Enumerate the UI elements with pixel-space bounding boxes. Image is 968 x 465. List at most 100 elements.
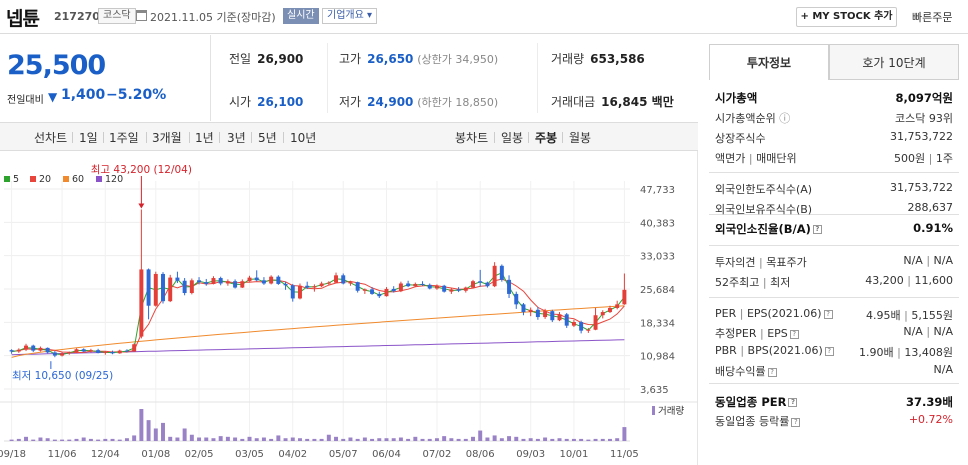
x-tick-label: 11/06 bbox=[48, 449, 77, 460]
realtime-button[interactable]: 실시간 bbox=[283, 8, 319, 24]
candle bbox=[521, 304, 526, 313]
volume-bar bbox=[355, 438, 360, 441]
volume-bar bbox=[341, 438, 346, 441]
volume-bar bbox=[391, 438, 396, 441]
tab-1day[interactable]: 1일 bbox=[79, 131, 98, 145]
candle bbox=[161, 273, 165, 302]
volume-bar bbox=[290, 437, 295, 441]
tab-candle-chart[interactable]: 봉차트 bbox=[455, 131, 489, 145]
volume-bar bbox=[297, 438, 302, 441]
foreign-ratio-row: 외국인소진율(B/A)? 0.91% bbox=[715, 221, 953, 236]
x-tick-label: 07/02 bbox=[423, 449, 452, 460]
volume-bar bbox=[514, 436, 519, 441]
company-overview-dropdown[interactable]: 기업개요 ▾ bbox=[322, 8, 377, 24]
volume-bar bbox=[319, 438, 324, 441]
candle bbox=[197, 280, 202, 283]
candle bbox=[233, 281, 238, 288]
candle bbox=[535, 309, 540, 318]
tab-1week[interactable]: 1주일 bbox=[109, 131, 139, 145]
price-change-percent: −5.20% bbox=[106, 87, 167, 103]
candle bbox=[218, 278, 223, 284]
candle bbox=[564, 314, 569, 326]
volume-bar bbox=[312, 438, 317, 441]
volume-bar bbox=[88, 438, 93, 441]
candle bbox=[600, 312, 605, 316]
candle bbox=[406, 283, 411, 287]
candle bbox=[557, 314, 562, 321]
volume-bar bbox=[161, 422, 165, 441]
volume-bar bbox=[398, 437, 403, 441]
volume-bar bbox=[434, 438, 439, 441]
current-price-box: 25,500 전일대비 ▼ 1,400 −5.20% bbox=[0, 35, 210, 121]
tab-3month[interactable]: 3개월 bbox=[152, 131, 182, 145]
candle bbox=[528, 309, 533, 313]
volume-bar bbox=[81, 437, 86, 441]
foreign-hold-row: 외국인보유주식수(B) 288,637 bbox=[715, 201, 953, 216]
volume-bar bbox=[175, 437, 180, 441]
volume-bar bbox=[499, 438, 504, 441]
volume-bar bbox=[96, 439, 101, 441]
candle bbox=[9, 350, 14, 352]
legend-swatch bbox=[63, 176, 69, 182]
prev-close: 전일 26,900 bbox=[229, 52, 304, 66]
stock-chart[interactable]: 47,733 40,383 33,033 25,684 18,334 10,984 3,63… bbox=[0, 151, 698, 465]
volume-bar bbox=[420, 438, 425, 441]
tab-5year[interactable]: 5년 bbox=[258, 131, 277, 145]
candle bbox=[543, 311, 548, 318]
candle bbox=[110, 351, 115, 354]
candle bbox=[38, 347, 43, 351]
tab-monthly[interactable]: 월봉 bbox=[569, 131, 592, 145]
tab-line-chart[interactable]: 선차트 bbox=[34, 131, 68, 145]
volume-bar bbox=[117, 439, 122, 441]
tab-10year[interactable]: 10년 bbox=[290, 131, 317, 145]
volume-bar bbox=[38, 437, 43, 441]
price-change: 1,400 bbox=[61, 87, 106, 103]
quick-order-link[interactable]: 빠른주문 bbox=[912, 11, 953, 24]
candle bbox=[326, 282, 331, 284]
volume-legend-swatch bbox=[652, 406, 655, 415]
volume-bar bbox=[254, 438, 259, 441]
candle bbox=[442, 285, 447, 292]
y-tick-label: 47,733 bbox=[640, 185, 675, 196]
candle bbox=[471, 281, 475, 288]
candle bbox=[607, 307, 612, 313]
x-tick-label: 01/08 bbox=[141, 449, 170, 460]
candle bbox=[132, 344, 137, 352]
info-icon: ⓘ bbox=[779, 112, 791, 125]
x-tick-label: 08/06 bbox=[466, 449, 495, 460]
tab-daily[interactable]: 일봉 bbox=[501, 131, 524, 145]
candle bbox=[391, 288, 396, 292]
volume-bar bbox=[370, 438, 375, 441]
volume-bar bbox=[283, 438, 288, 441]
stock-name: 넵튠 bbox=[6, 8, 40, 30]
help-icon: ? bbox=[812, 225, 822, 234]
legend-swatch bbox=[30, 176, 36, 182]
volume-bar bbox=[615, 438, 620, 441]
tab-3year[interactable]: 3년 bbox=[227, 131, 246, 145]
candle bbox=[45, 347, 50, 353]
tab-weekly[interactable]: 주봉 bbox=[535, 131, 558, 145]
candle bbox=[312, 286, 317, 288]
est-per-eps-row: 추정PER | EPS? N/A | N/A bbox=[715, 325, 953, 340]
candle bbox=[117, 350, 122, 354]
candle bbox=[413, 283, 418, 287]
candle bbox=[319, 283, 324, 287]
tab-orderbook[interactable]: 호가 10단계 bbox=[829, 44, 959, 80]
candlestick-chart-svg[interactable]: 47,733 40,383 33,033 25,684 18,334 10,984 3,63… bbox=[0, 151, 698, 465]
legend-label: 120 bbox=[105, 174, 123, 185]
pbr-bps-row: PBR | BPS(2021.06)? 1.90배 | 13,408원 bbox=[715, 344, 953, 359]
current-price: 25,500 bbox=[7, 50, 106, 81]
candle bbox=[579, 322, 584, 331]
x-tick-label: 06/04 bbox=[372, 449, 401, 460]
volume-bar bbox=[406, 438, 411, 441]
add-my-stock-button[interactable]: + MY STOCK 추가 bbox=[796, 7, 897, 27]
volume-bar bbox=[276, 435, 281, 441]
volume-bar bbox=[124, 438, 129, 441]
tab-1year[interactable]: 1년 bbox=[195, 131, 214, 145]
help-icon: ? bbox=[767, 367, 777, 377]
candle bbox=[276, 276, 281, 284]
candle bbox=[290, 285, 295, 299]
candle bbox=[463, 287, 468, 291]
quote-date: 2021.11.05 기준(장마감) bbox=[150, 11, 276, 24]
tab-invest-info[interactable]: 투자정보 bbox=[709, 44, 829, 80]
